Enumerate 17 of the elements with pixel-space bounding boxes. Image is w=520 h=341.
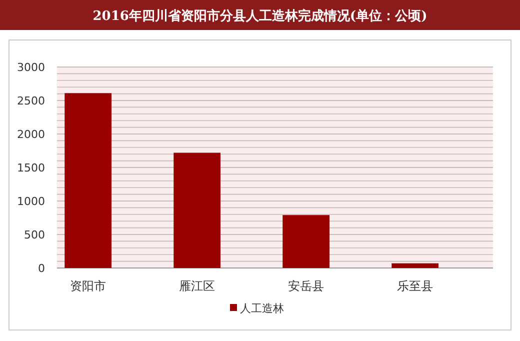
bar — [174, 152, 220, 268]
bar — [282, 215, 330, 268]
y-tick-label: 2500 — [17, 94, 45, 108]
y-tick-label: 500 — [24, 228, 45, 242]
x-tick-label: 雁江区 — [179, 279, 216, 293]
x-tick-label: 乐至县 — [397, 279, 434, 293]
y-tick-label: 0 — [38, 262, 45, 275]
bar — [64, 93, 112, 268]
y-tick-label: 2000 — [17, 128, 45, 141]
chart-title: 2016年四川省资阳市分县人工造林完成情况(单位：公顷) — [92, 8, 428, 24]
y-tick-label: 1000 — [17, 195, 45, 208]
y-tick-label: 3000 — [17, 61, 45, 74]
bar — [392, 263, 438, 268]
y-tick-label: 1500 — [17, 162, 45, 174]
x-tick-label: 资阳市 — [70, 279, 106, 293]
x-tick-label: 安岳县 — [288, 279, 324, 293]
legend-label: 人工造林 — [240, 302, 284, 315]
